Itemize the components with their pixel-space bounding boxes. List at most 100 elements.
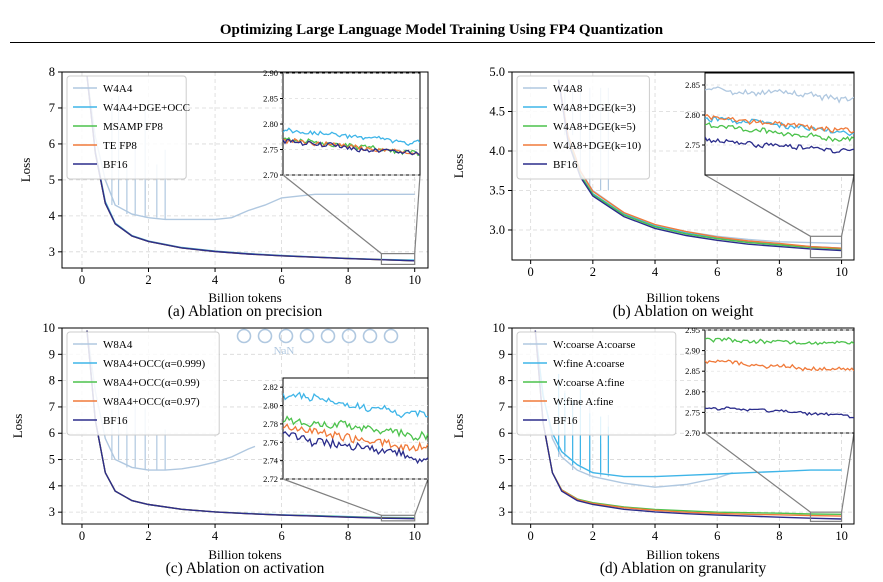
chart-panel-4: 0 2 4 6 8 10 3 4 5 6 7 8 9 10 Billion tokens Loss (d) Ab… [451,321,855,577]
inset-tick-label: 2.74 [263,456,279,466]
nan-marker [362,328,378,344]
y-tick-label: 8 [499,374,505,388]
series-line-1 [86,330,256,471]
zoom-connector [704,174,811,237]
x-tick-label: 0 [79,529,85,543]
inset-tick-label: 2.70 [263,170,278,180]
legend-label: W8A4+OCC(α=0.999) [103,358,206,370]
y-tick-label: 6 [499,426,505,440]
plot-frame [61,71,429,269]
title-rule [10,42,875,43]
inset-series-line [705,114,854,134]
inset-tick-label: 2.78 [263,419,278,429]
nan-marker [320,328,336,344]
x-tick-label: 10 [835,265,848,279]
y-tick-label: 3 [49,505,55,519]
nan-annotation: NaN [274,345,295,357]
x-tick-label: 10 [835,529,848,543]
inset-tick-label: 2.82 [263,382,278,392]
y-tick-label: 5 [499,453,505,467]
inset-series-line [705,406,854,419]
inset-series-line [705,122,854,143]
x-tick-label: 4 [652,529,659,543]
y-tick-label: 3 [499,505,505,519]
x-tick-label: 8 [776,529,782,543]
x-tick-label: 8 [776,265,782,279]
legend-box [516,75,650,180]
panel-caption: (a) Ablation on precision [168,303,323,320]
legend-label: W4A8+DGE(k=5) [553,121,636,133]
y-axis-label: Loss [18,158,33,183]
inset-frame [704,329,855,434]
series-line-5 [86,330,415,520]
inset-tick-label: 2.75 [685,140,700,150]
x-tick-label: 2 [590,529,596,543]
inset-tick-label: 2.85 [685,366,700,376]
inset-series-line [283,127,420,146]
y-tick-label: 4 [49,209,56,223]
legend-label: W4A4+DGE+OCC [103,102,190,114]
legend-label: W:coarse A:coarse [553,339,635,351]
legend-label: TE FP8 [103,140,137,152]
legend-label: BF16 [103,159,128,171]
y-tick-label: 7 [49,101,55,115]
legend-label: W4A8+DGE(k=3) [553,102,636,114]
y-tick-label: 5 [49,453,55,467]
zoom-region [380,253,416,266]
y-tick-label: 4 [49,479,56,493]
zoom-region [809,511,843,522]
panel-caption: (b) Ablation on weight [613,303,754,320]
zoom-connector [840,432,855,513]
series-line-5 [86,75,415,262]
legend-label: W:fine A:fine [553,396,613,408]
nan-marker [383,328,399,344]
legend-label: W4A8 [553,83,583,95]
nan-marker [278,328,294,344]
series-line-5 [534,330,842,520]
x-axis-label: Billion tokens [646,547,719,562]
y-tick-label: 3.5 [489,183,505,197]
legend-label: W4A4 [103,83,133,95]
inset-tick-label: 2.76 [263,437,278,447]
x-tick-label: 4 [212,529,219,543]
x-tick-label: 10 [408,273,421,287]
legend-label: MSAMP FP8 [103,121,163,133]
y-tick-label: 8 [49,374,55,388]
y-tick-label: 5.0 [489,65,505,79]
legend-label: W8A4 [103,339,133,351]
nan-marker [257,328,273,344]
inset-series-line [705,86,854,104]
legend-box [66,75,187,180]
inset-tick-label: 2.80 [263,119,278,129]
legend-label: W:coarse A:fine [553,377,624,389]
chart-panel-3: NaN 0 2 4 6 8 10 3 4 5 6 7 8 9 10 Billion tokens Loss (c)… [10,321,429,577]
series-line-2 [534,330,842,478]
inset-tick-label: 2.72 [263,474,278,484]
page-title: Optimizing Large Language Model Training… [219,22,664,38]
legend-label: W:fine A:coarse [553,358,624,370]
inset-tick-label: 2.85 [263,94,278,104]
x-tick-label: 4 [212,273,219,287]
chart-panel-1: 0 2 4 6 8 10 3 4 5 6 7 8 Billion tokens Loss (a) Ablat… [18,65,429,320]
x-tick-label: 0 [79,273,85,287]
zoom-inset: 2.70 2.75 2.80 2.85 2.90 [263,68,421,180]
inset-frame [282,377,429,480]
inset-series-line [283,431,428,465]
x-axis-label: Billion tokens [646,290,719,305]
x-tick-label: 8 [345,529,351,543]
y-tick-label: 10 [493,321,506,335]
y-tick-label: 4.5 [489,104,505,118]
inset-tick-label: 2.70 [685,428,700,438]
inset-series-line [705,359,854,372]
zoom-inset: 2.72 2.74 2.76 2.78 2.80 2.82 [263,377,429,484]
zoom-region [380,514,416,522]
legend-box [66,331,220,436]
y-tick-label: 7 [499,400,505,414]
nan-marker [236,328,252,344]
inset-tick-label: 2.75 [685,407,700,417]
y-tick-label: 7 [49,400,55,414]
legend-label: W4A8+DGE(k=10) [553,140,642,152]
nan-marker [299,328,315,344]
x-tick-label: 10 [408,529,421,543]
inset-series-line [283,137,420,156]
